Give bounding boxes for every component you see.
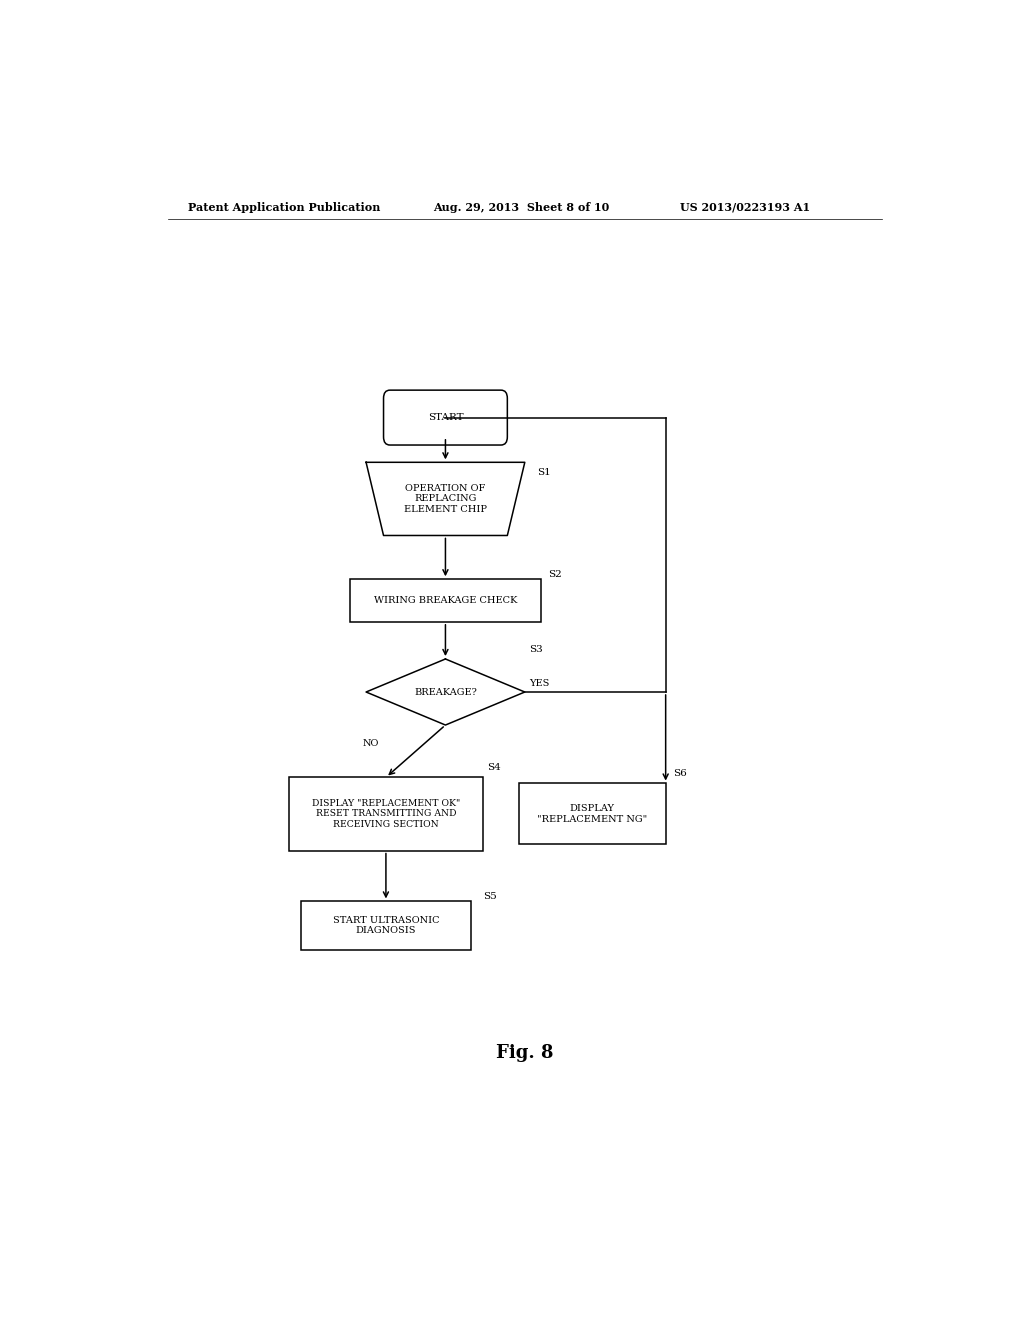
Text: START: START bbox=[428, 413, 463, 422]
Bar bbox=[350, 579, 541, 622]
Bar bbox=[301, 902, 471, 950]
Bar bbox=[289, 777, 483, 850]
Text: START ULTRASONIC
DIAGNOSIS: START ULTRASONIC DIAGNOSIS bbox=[333, 916, 439, 936]
Text: S4: S4 bbox=[487, 763, 501, 772]
Text: Patent Application Publication: Patent Application Publication bbox=[187, 202, 380, 213]
Text: OPERATION OF
REPLACING
ELEMENT CHIP: OPERATION OF REPLACING ELEMENT CHIP bbox=[403, 484, 487, 513]
Text: S6: S6 bbox=[674, 770, 687, 779]
Text: Fig. 8: Fig. 8 bbox=[496, 1044, 554, 1061]
Text: YES: YES bbox=[528, 680, 549, 688]
Text: DISPLAY "REPLACEMENT OK"
RESET TRANSMITTING AND
RECEIVING SECTION: DISPLAY "REPLACEMENT OK" RESET TRANSMITT… bbox=[311, 799, 460, 829]
Text: US 2013/0223193 A1: US 2013/0223193 A1 bbox=[680, 202, 810, 213]
FancyBboxPatch shape bbox=[384, 391, 507, 445]
Polygon shape bbox=[367, 462, 524, 536]
Text: S2: S2 bbox=[549, 570, 562, 579]
Text: S3: S3 bbox=[528, 645, 543, 653]
Text: WIRING BREAKAGE CHECK: WIRING BREAKAGE CHECK bbox=[374, 597, 517, 605]
Text: S5: S5 bbox=[483, 892, 497, 902]
Text: DISPLAY
"REPLACEMENT NG": DISPLAY "REPLACEMENT NG" bbox=[538, 804, 647, 824]
Text: S1: S1 bbox=[537, 469, 551, 477]
Text: Aug. 29, 2013  Sheet 8 of 10: Aug. 29, 2013 Sheet 8 of 10 bbox=[433, 202, 609, 213]
Text: NO: NO bbox=[362, 739, 379, 748]
Polygon shape bbox=[367, 659, 524, 725]
Text: BREAKAGE?: BREAKAGE? bbox=[414, 688, 477, 697]
Bar bbox=[519, 784, 666, 845]
